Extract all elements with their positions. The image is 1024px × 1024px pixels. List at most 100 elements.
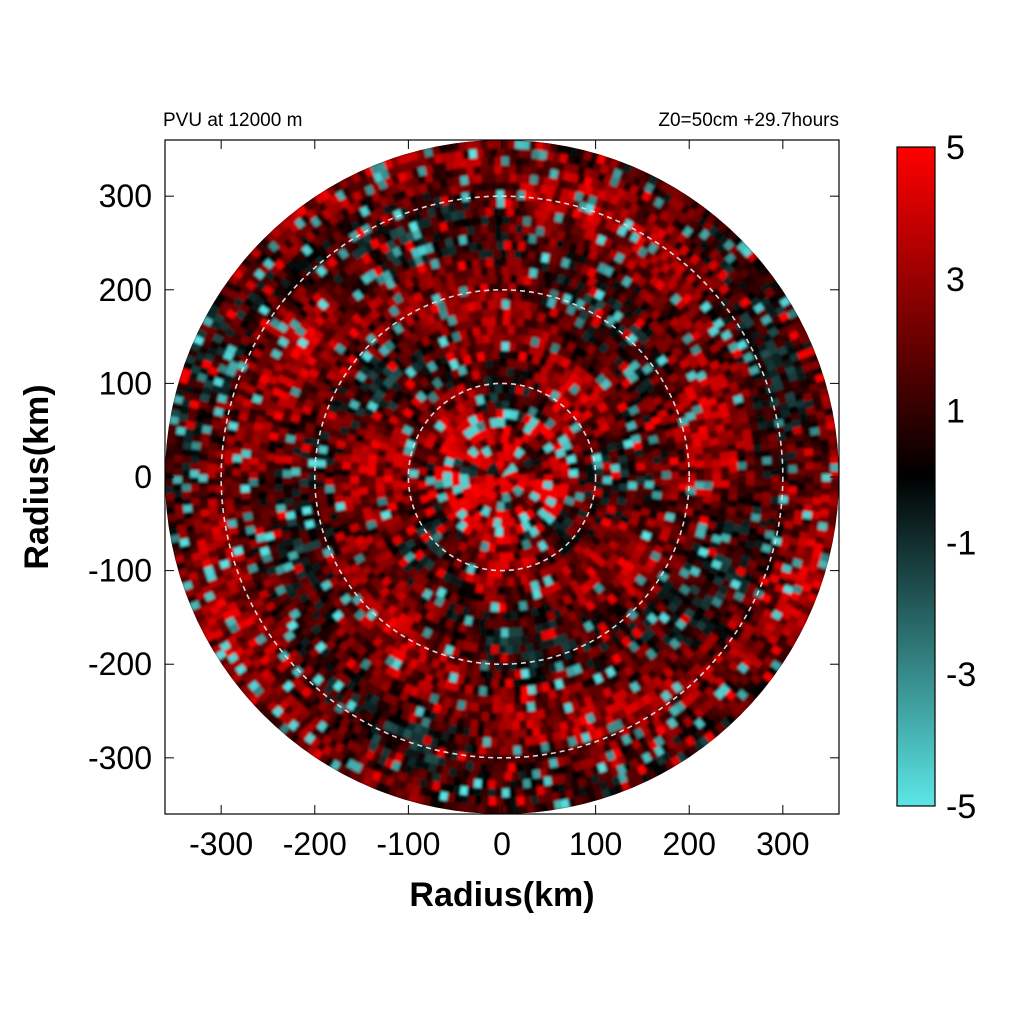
- pvu-cell: [452, 304, 463, 316]
- pvu-cell: [492, 577, 501, 587]
- pvu-cell: [476, 770, 485, 781]
- pvu-cell: [417, 459, 428, 469]
- pvu-cell: [359, 493, 370, 503]
- pvu-cell: [257, 470, 267, 478]
- pvu-cell: [419, 427, 431, 439]
- pvu-cell: [478, 249, 488, 260]
- pvu-cell: [468, 461, 480, 472]
- pvu-cell: [515, 428, 526, 440]
- pvu-cell: [589, 521, 601, 533]
- pvu-cell: [532, 615, 543, 626]
- pvu-cell: [635, 490, 645, 500]
- pvu-cell: [513, 754, 522, 764]
- pvu-cell: [509, 470, 520, 480]
- pvu-cell: [308, 493, 319, 503]
- pvu-cell: [585, 477, 596, 485]
- pvu-cell: [635, 383, 647, 395]
- pvu-cell: [438, 308, 449, 320]
- pvu-cell: [495, 173, 504, 183]
- pvu-cell: [501, 434, 510, 444]
- pvu-cell: [761, 449, 772, 459]
- pvu-cell: [480, 712, 490, 722]
- pvu-cell: [762, 456, 772, 465]
- pvu-cell: [545, 637, 555, 649]
- pvu-cell: [461, 311, 471, 322]
- pvu-cell: [585, 312, 596, 325]
- pvu-cell: [380, 509, 391, 520]
- pvu-cell: [577, 464, 587, 474]
- pvu-cell: [468, 310, 478, 321]
- pvu-cell: [459, 480, 470, 490]
- pvu-cell: [485, 181, 493, 192]
- pvu-cell: [490, 350, 499, 360]
- pvu-cell: [511, 350, 521, 361]
- pvu-cell: [367, 460, 377, 469]
- pvu-cell: [468, 396, 479, 408]
- pvu-cell: [796, 489, 806, 498]
- pvu-cell: [493, 476, 502, 482]
- pvu-cell: [537, 493, 549, 505]
- pvu-cell: [473, 300, 483, 311]
- pvu-cell: [501, 265, 510, 275]
- pvu-cell: [370, 394, 382, 406]
- pvu-cell: [562, 368, 574, 380]
- pvu-cell: [434, 465, 444, 474]
- pvu-cell: [611, 471, 621, 480]
- pvu-cell: [375, 476, 385, 485]
- pvu-cell: [335, 439, 346, 449]
- pvu-cell: [357, 399, 370, 411]
- pvu-cell: [405, 418, 417, 430]
- pvu-cell: [509, 316, 518, 327]
- pvu-cell: [344, 570, 357, 582]
- pvu-cell: [665, 436, 677, 446]
- pvu-cell: [510, 274, 519, 284]
- pvu-cell: [489, 737, 498, 747]
- pvu-cell: [508, 477, 520, 488]
- pvu-cell: [409, 489, 421, 499]
- pvu-cell: [421, 500, 433, 511]
- pvu-cell: [482, 240, 492, 251]
- pvu-cell: [471, 651, 481, 662]
- pvu-cell: [636, 477, 646, 485]
- pvu-cell: [363, 513, 375, 524]
- pvu-cell: [678, 462, 688, 471]
- pvu-cell: [737, 483, 747, 491]
- pvu-cell: [484, 466, 496, 477]
- pvu-cell: [568, 352, 580, 364]
- pvu-cell: [661, 464, 671, 473]
- pvu-cell: [488, 274, 497, 284]
- pvu-cell: [628, 475, 638, 483]
- pvu-cell: [460, 606, 471, 617]
- pvu-cell: [601, 490, 612, 499]
- pvu-cell: [528, 416, 540, 428]
- pvu-cell: [477, 182, 487, 192]
- pvu-cell: [483, 376, 493, 386]
- pvu-cell: [514, 325, 523, 336]
- pvu-cell: [393, 311, 405, 324]
- pvu-cell: [342, 528, 353, 539]
- pvu-cell: [477, 618, 487, 629]
- pvu-cell: [518, 728, 527, 739]
- pvu-cell: [410, 454, 421, 464]
- pvu-cell: [669, 457, 679, 466]
- pvu-cell: [670, 464, 680, 473]
- pvu-cell: [695, 467, 705, 476]
- pvu-cell: [482, 308, 491, 319]
- pvu-cell: [435, 486, 446, 496]
- pvu-cell: [678, 476, 688, 485]
- pvu-cell: [223, 470, 233, 479]
- pvu-cell: [630, 434, 642, 445]
- pvu-cell: [465, 327, 475, 339]
- pvu-cell: [394, 499, 406, 510]
- pvu-cell: [532, 485, 544, 496]
- pvu-cell: [502, 299, 510, 309]
- pvu-cell: [488, 712, 496, 722]
- pvu-cell: [438, 291, 449, 302]
- pvu-cell: [495, 611, 504, 621]
- pvu-cell: [377, 496, 388, 506]
- pvu-cell: [583, 514, 595, 526]
- pvu-cell: [589, 617, 601, 629]
- pvu-cell: [323, 527, 335, 538]
- pvu-cell: [627, 460, 637, 469]
- pvu-cell: [409, 461, 419, 471]
